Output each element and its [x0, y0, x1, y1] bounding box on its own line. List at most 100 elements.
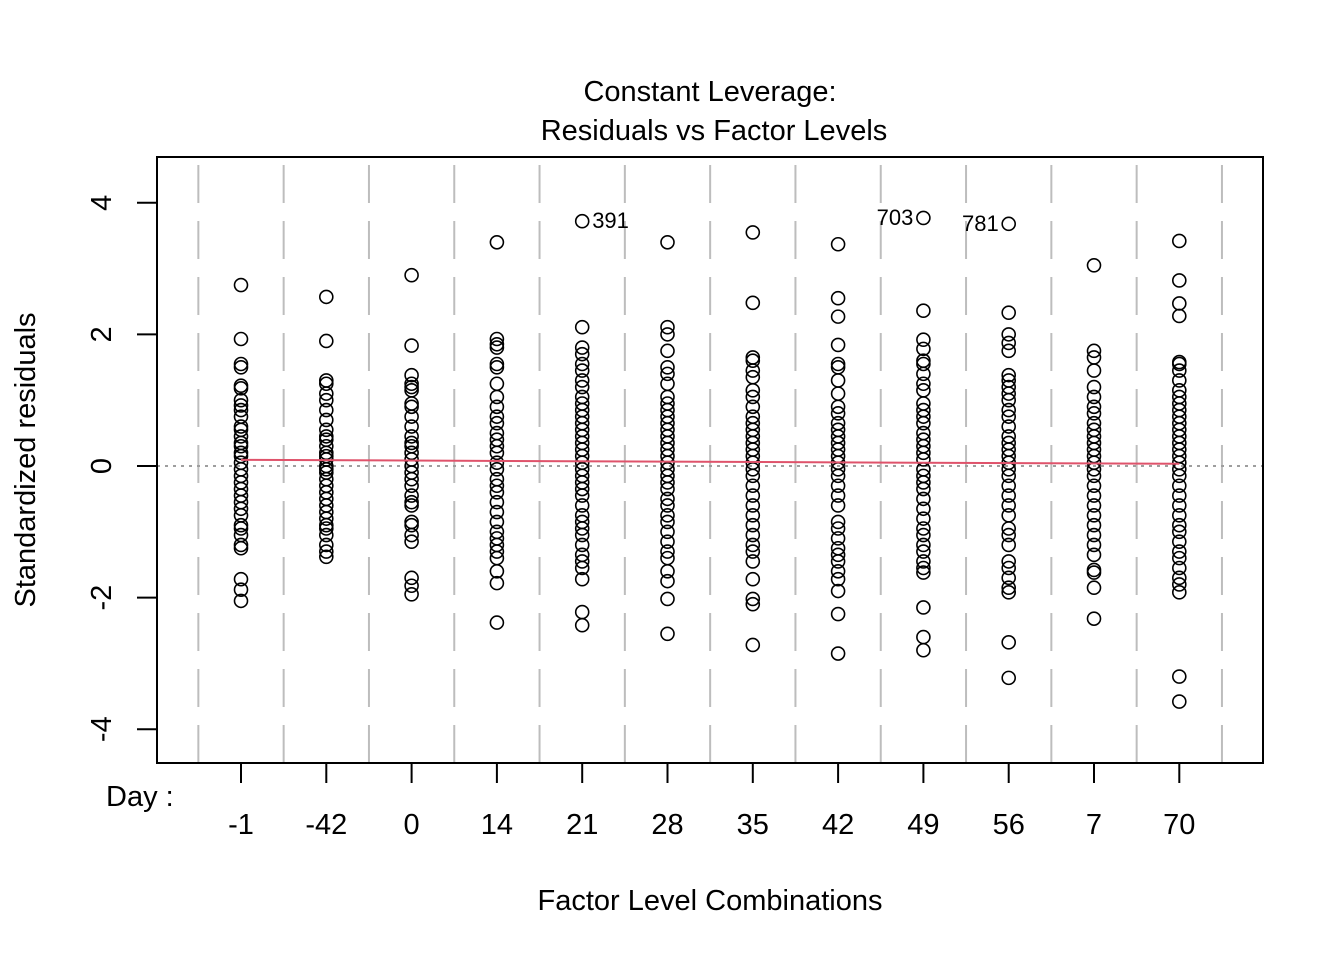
residual-point — [1086, 343, 1102, 359]
residual-point — [404, 488, 419, 503]
residual-point — [404, 578, 419, 594]
residual-point — [916, 341, 931, 357]
residual-point — [1172, 534, 1187, 549]
residual-point — [233, 331, 249, 347]
residual-point — [574, 363, 590, 378]
residual-point — [830, 406, 846, 421]
residual-point — [489, 331, 505, 347]
residual-point — [1086, 399, 1102, 415]
residual-point — [916, 501, 931, 517]
residual-point — [660, 544, 675, 559]
residual-point — [233, 402, 249, 418]
residual-point — [660, 327, 675, 342]
residual-point — [1001, 585, 1017, 600]
residual-point — [745, 295, 761, 311]
residual-point — [318, 521, 334, 536]
residual-point — [1001, 670, 1017, 686]
residual-point — [830, 531, 846, 546]
residual-point — [660, 366, 675, 382]
residual-point — [574, 498, 590, 513]
residual-point — [916, 356, 931, 372]
residual-point — [1172, 233, 1187, 249]
residual-point — [404, 267, 419, 283]
residual-point — [574, 346, 590, 362]
x-tick-label: 0 — [404, 809, 420, 841]
residual-point — [233, 593, 249, 609]
residual-point — [574, 488, 590, 503]
residual-point — [1001, 367, 1017, 383]
x-axis-label: Factor Level Combinations — [538, 885, 883, 917]
residual-point — [489, 409, 505, 424]
residual-point — [1001, 386, 1017, 401]
x-tick-label: 7 — [1086, 809, 1102, 841]
residual-point — [489, 575, 505, 591]
residual-point — [660, 359, 675, 375]
residual-point — [489, 615, 505, 630]
residual-point — [1086, 580, 1102, 596]
residual-point — [489, 445, 505, 461]
residual-point — [1172, 296, 1187, 311]
residual-point — [574, 481, 590, 497]
residual-point — [745, 478, 761, 494]
residual-point — [233, 521, 249, 536]
residual-point — [404, 338, 419, 353]
smoother-line — [240, 458, 1180, 465]
residual-point — [1086, 488, 1102, 503]
residual-point — [830, 356, 846, 372]
residual-point — [916, 511, 931, 526]
x-tick-label: -42 — [305, 809, 347, 841]
residual-point — [916, 554, 931, 569]
residual-point — [1001, 419, 1017, 434]
residual-point — [745, 399, 761, 415]
residual-point — [233, 501, 249, 517]
y-axis: -4 -2 0 2 4 — [86, 195, 158, 742]
residual-point — [574, 340, 590, 355]
residual-point — [1001, 537, 1017, 553]
residual-point — [489, 415, 505, 431]
residual-point — [1001, 498, 1017, 513]
residual-point — [1086, 537, 1102, 553]
residual-point — [1001, 392, 1017, 408]
residual-point — [916, 303, 931, 319]
residual-point — [830, 554, 846, 569]
residual-point — [745, 637, 761, 653]
residual-point — [233, 540, 249, 556]
residual-point — [489, 494, 505, 510]
residual-point — [489, 461, 505, 477]
residual-point — [1086, 547, 1102, 563]
x-tick-label: 21 — [566, 809, 598, 841]
residual-point — [745, 468, 761, 484]
residual-point — [660, 481, 675, 497]
x-tick-label: -1 — [228, 809, 254, 841]
residual-point — [1001, 521, 1017, 536]
residual-point — [830, 337, 846, 353]
residual-point — [916, 521, 931, 536]
residual-point — [404, 534, 419, 549]
residual-point — [489, 438, 505, 454]
residual-point — [916, 481, 931, 497]
residual-point — [404, 429, 419, 444]
residual-point — [489, 234, 505, 250]
residual-point — [916, 642, 931, 658]
residual-point — [1001, 468, 1017, 484]
residual-point — [1001, 508, 1017, 523]
residual-point — [1172, 488, 1187, 503]
factor-name-label: Day : — [106, 781, 174, 813]
residual-point — [233, 571, 249, 587]
residual-point — [318, 289, 334, 305]
residual-point — [233, 537, 249, 553]
residual-point — [1086, 389, 1102, 405]
residual-point — [916, 376, 931, 392]
residual-point — [916, 600, 931, 615]
residual-point — [489, 340, 505, 355]
residual-point — [404, 527, 419, 543]
residual-point — [574, 571, 590, 587]
residual-point — [830, 359, 846, 375]
outlier-annotations: 391 703 781 — [592, 205, 999, 236]
residual-point — [233, 429, 249, 444]
residual-point — [1001, 635, 1017, 650]
residual-point — [489, 478, 505, 494]
residual-point — [745, 488, 761, 503]
y-axis-label: Standardized residuals — [10, 312, 42, 607]
residual-point — [745, 571, 761, 587]
